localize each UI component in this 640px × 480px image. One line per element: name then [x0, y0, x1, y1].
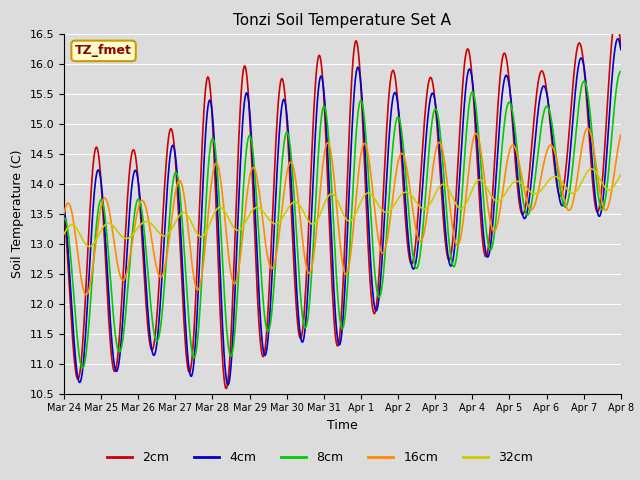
4cm — [224, 382, 232, 388]
8cm — [389, 145, 397, 151]
32cm — [335, 200, 342, 206]
16cm — [617, 132, 625, 138]
8cm — [335, 303, 342, 309]
Line: 32cm: 32cm — [64, 169, 621, 247]
2cm — [612, 14, 620, 20]
8cm — [444, 223, 451, 228]
4cm — [389, 96, 397, 102]
8cm — [207, 140, 215, 146]
8cm — [60, 216, 68, 221]
2cm — [335, 341, 342, 347]
2cm — [566, 111, 574, 117]
32cm — [86, 244, 93, 250]
4cm — [614, 36, 621, 42]
32cm — [617, 172, 625, 178]
8cm — [79, 365, 86, 371]
8cm — [617, 69, 625, 74]
Title: Tonzi Soil Temperature Set A: Tonzi Soil Temperature Set A — [234, 13, 451, 28]
16cm — [83, 292, 90, 298]
32cm — [60, 231, 68, 237]
4cm — [182, 332, 190, 338]
2cm — [206, 85, 214, 91]
32cm — [207, 218, 215, 224]
16cm — [444, 183, 451, 189]
Legend: 2cm, 4cm, 8cm, 16cm, 32cm: 2cm, 4cm, 8cm, 16cm, 32cm — [102, 446, 538, 469]
32cm — [588, 166, 595, 172]
4cm — [60, 204, 68, 209]
16cm — [183, 215, 191, 221]
4cm — [206, 97, 214, 103]
2cm — [223, 386, 230, 392]
4cm — [444, 250, 451, 255]
Line: 4cm: 4cm — [64, 39, 621, 385]
4cm — [566, 146, 574, 152]
Y-axis label: Soil Temperature (C): Soil Temperature (C) — [11, 149, 24, 278]
Line: 8cm: 8cm — [64, 72, 621, 368]
16cm — [207, 185, 215, 191]
4cm — [617, 47, 625, 52]
32cm — [566, 190, 574, 195]
8cm — [566, 182, 574, 188]
16cm — [584, 125, 591, 131]
32cm — [183, 212, 191, 217]
X-axis label: Time: Time — [327, 419, 358, 432]
16cm — [566, 206, 574, 212]
Line: 16cm: 16cm — [64, 128, 621, 295]
2cm — [444, 254, 451, 260]
Text: TZ_fmet: TZ_fmet — [75, 44, 132, 58]
32cm — [389, 204, 397, 210]
2cm — [60, 204, 68, 210]
4cm — [335, 341, 342, 347]
16cm — [60, 211, 68, 216]
16cm — [389, 196, 397, 202]
8cm — [183, 291, 191, 297]
2cm — [389, 68, 397, 73]
16cm — [335, 225, 342, 230]
2cm — [182, 351, 190, 357]
Line: 2cm: 2cm — [64, 17, 621, 389]
32cm — [444, 185, 451, 191]
2cm — [617, 44, 625, 50]
